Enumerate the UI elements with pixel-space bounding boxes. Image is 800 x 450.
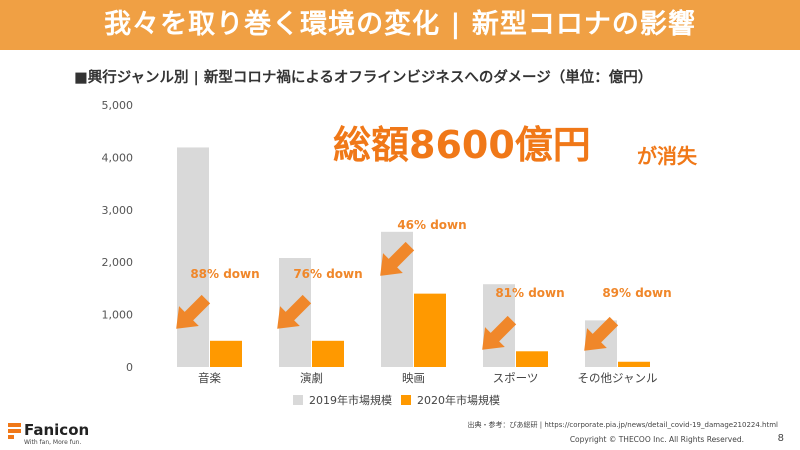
decline-label: 89% down — [602, 286, 671, 300]
down-arrow-shape — [380, 241, 415, 276]
down-arrow-shape — [277, 294, 312, 329]
down-arrow-shape — [482, 315, 517, 350]
down-arrow-icon — [176, 294, 211, 329]
fanicon-logo: Fanicon With fan, More fun. — [8, 421, 118, 447]
decline-label: 88% down — [190, 267, 259, 281]
down-arrow-icon — [277, 294, 312, 329]
logo-name: Fanicon — [24, 421, 90, 439]
x-category-label: スポーツ — [493, 371, 539, 385]
y-tick-label: 3,000 — [102, 204, 134, 217]
legend-swatch — [401, 395, 411, 405]
decline-label: 76% down — [293, 267, 362, 281]
legend-label: 2020年市場規模 — [417, 393, 500, 407]
down-arrow-shape — [176, 294, 211, 329]
down-arrow-icon — [584, 316, 619, 351]
y-tick-label: 1,000 — [102, 309, 134, 322]
down-arrow-icon — [380, 241, 415, 276]
y-tick-label: 4,000 — [102, 151, 134, 164]
x-category-label: 音楽 — [198, 371, 221, 385]
bar-2020 — [618, 361, 650, 367]
headline-total-loss: 総額8600億円 — [333, 123, 591, 167]
page-title: 我々を取り巻く環境の変化 | 新型コロナの影響 — [104, 9, 696, 40]
title-bar — [0, 0, 800, 50]
x-category-label: 映画 — [402, 371, 425, 385]
legend-swatch — [293, 395, 303, 405]
bar-2019 — [177, 147, 209, 367]
decline-label: 81% down — [495, 286, 564, 300]
page-number: 8 — [777, 433, 784, 444]
down-arrow-shape — [584, 316, 619, 351]
y-tick-label: 2,000 — [102, 256, 134, 269]
fanicon-logo-icon — [8, 423, 21, 439]
y-tick-label: 5,000 — [102, 99, 134, 112]
down-arrow-icon — [482, 315, 517, 350]
x-category-label: 演劇 — [300, 371, 323, 385]
copyright: Copyright © THECOO Inc. All Rights Reser… — [569, 435, 744, 444]
decline-label: 46% down — [397, 218, 466, 232]
headline-suffix: が消失 — [637, 144, 697, 168]
bar-2020 — [312, 340, 344, 367]
chart-subtitle: ■興行ジャンル別 | 新型コロナ禍によるオフラインビジネスへのダメージ（単位：億… — [74, 70, 653, 86]
x-category-label: その他ジャンル — [578, 371, 658, 385]
y-tick-label: 0 — [126, 361, 133, 374]
bar-2020 — [516, 351, 548, 367]
source-citation: 出典・参考：ぴあ総研 | https://corporate.pia.jp/ne… — [467, 421, 778, 429]
logo-tagline: With fan, More fun. — [24, 439, 82, 446]
legend-label: 2019年市場規模 — [309, 393, 392, 407]
bar-2020 — [210, 340, 242, 367]
bar-2020 — [414, 293, 446, 367]
